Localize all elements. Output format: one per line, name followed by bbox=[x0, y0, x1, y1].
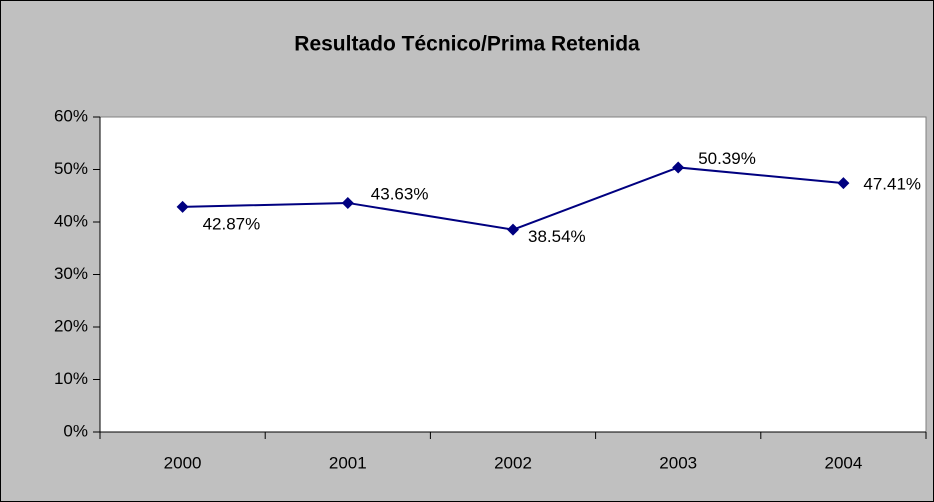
data-label: 38.54% bbox=[528, 227, 586, 246]
x-tick-label: 2000 bbox=[164, 453, 202, 472]
y-tick-label: 30% bbox=[54, 264, 88, 283]
y-tick-label: 0% bbox=[63, 421, 88, 440]
marker bbox=[176, 200, 189, 213]
y-tick-label: 40% bbox=[54, 211, 88, 230]
y-tick-label: 20% bbox=[54, 316, 88, 335]
x-tick-label: 2001 bbox=[329, 453, 367, 472]
marker bbox=[341, 196, 354, 209]
x-tick-label: 2002 bbox=[494, 453, 532, 472]
marker bbox=[672, 161, 685, 174]
data-label: 42.87% bbox=[203, 214, 261, 233]
x-tick-label: 2004 bbox=[824, 453, 862, 472]
x-tick-label: 2003 bbox=[659, 453, 697, 472]
data-label: 47.41% bbox=[863, 175, 921, 194]
chart-title: Resultado Técnico/Prima Retenida bbox=[294, 33, 640, 56]
y-tick-label: 50% bbox=[54, 159, 88, 178]
plot-area bbox=[99, 116, 927, 433]
marker bbox=[507, 223, 519, 236]
data-label: 50.39% bbox=[698, 149, 756, 168]
data-label: 43.63% bbox=[371, 184, 429, 203]
y-tick-label: 60% bbox=[54, 106, 88, 125]
y-tick-label: 10% bbox=[54, 369, 88, 388]
marker bbox=[837, 177, 850, 190]
